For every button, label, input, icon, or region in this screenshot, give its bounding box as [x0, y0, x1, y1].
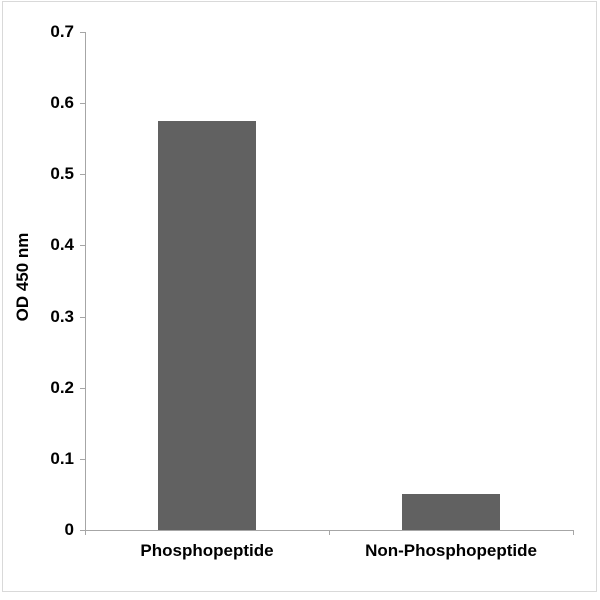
y-axis-tick: [80, 459, 85, 460]
y-axis-tick-label: 0.4: [50, 235, 74, 254]
y-axis-tick: [80, 530, 85, 531]
y-axis-tick-label: 0.5: [50, 164, 74, 183]
y-axis-tick: [80, 103, 85, 104]
y-axis-tick: [80, 317, 85, 318]
x-axis-category-label: Non-Phosphopeptide: [365, 541, 537, 560]
bar-non-phosphopeptide: [402, 494, 500, 530]
x-axis-tick: [85, 530, 86, 535]
y-axis-tick: [80, 32, 85, 33]
y-axis-tick-label: 0: [64, 520, 74, 539]
y-axis-tick-label: 0.7: [50, 22, 74, 41]
y-axis-line: [85, 32, 86, 530]
bar-phosphopeptide: [158, 121, 256, 530]
y-axis-tick: [80, 388, 85, 389]
x-axis-tick: [573, 530, 574, 535]
y-axis-tick-label: 0.2: [50, 378, 74, 397]
y-axis-tick: [80, 245, 85, 246]
x-axis-tick: [329, 530, 330, 535]
y-axis-tick-label: 0.6: [50, 93, 74, 112]
y-axis-tick-label: 0.1: [50, 449, 74, 468]
y-axis-tick: [80, 174, 85, 175]
x-axis-category-label: Phosphopeptide: [140, 541, 274, 560]
y-axis-tick-label: 0.3: [50, 307, 74, 326]
